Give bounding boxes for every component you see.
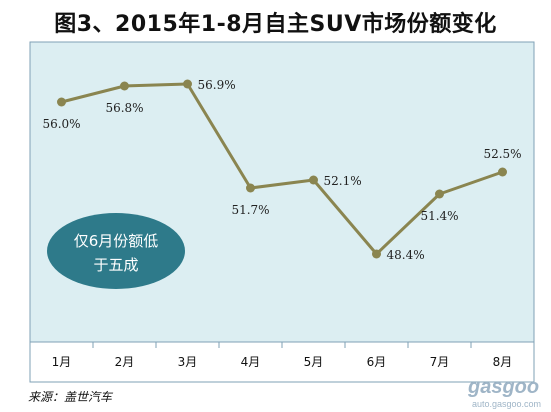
plot-area <box>29 41 535 343</box>
data-labels: 56.0% 56.8% 56.9% 51.7% 52.1% 48.4% 51.4% 52.5% <box>42 78 521 262</box>
x-tick-label: 5月 <box>304 355 324 369</box>
annotation-line-2: 于五成 <box>93 256 138 274</box>
x-tick-label: 6月 <box>367 355 387 369</box>
series-line <box>61 82 503 256</box>
x-tick-label: 4月 <box>241 355 261 369</box>
data-point <box>183 79 192 89</box>
data-point <box>372 249 381 259</box>
chart-title: 图3、2015年1-8月自主SUV市场份额变化 <box>54 12 497 37</box>
data-label: 56.9% <box>198 78 236 92</box>
annotation-bubble: 仅6月份额低 于五成 <box>47 213 185 289</box>
data-point <box>246 183 255 193</box>
x-tick-label: 8月 <box>493 355 513 369</box>
x-tick-label: 7月 <box>430 355 450 369</box>
data-label: 51.7% <box>231 203 269 217</box>
x-tick-label: 1月 <box>52 355 72 369</box>
source-note: 来源：盖世汽车 <box>28 390 113 404</box>
data-points <box>57 79 507 259</box>
x-axis-band <box>29 341 535 383</box>
data-label: 56.0% <box>42 117 80 131</box>
watermark: gasgoo auto.gasgoo.com <box>462 372 548 410</box>
data-point <box>498 167 507 177</box>
data-label: 52.5% <box>483 147 521 161</box>
data-label: 52.1% <box>324 174 362 188</box>
data-point <box>435 189 444 199</box>
data-point <box>120 81 129 91</box>
watermark-logo: gasgoo <box>468 376 540 398</box>
x-tick-label: 3月 <box>178 355 198 369</box>
data-point <box>309 175 318 185</box>
annotation-line-1: 仅6月份额低 <box>74 232 159 250</box>
data-label: 48.4% <box>387 248 425 262</box>
data-label: 56.8% <box>105 101 143 115</box>
watermark-url: auto.gasgoo.com <box>472 399 542 409</box>
data-point <box>57 97 66 107</box>
x-tick-marks <box>29 342 535 348</box>
x-tick-labels: 1月 2月 3月 4月 5月 6月 7月 8月 <box>52 355 513 369</box>
x-tick-label: 2月 <box>115 355 135 369</box>
data-label: 51.4% <box>420 209 458 223</box>
annotation-ellipse <box>47 213 185 289</box>
